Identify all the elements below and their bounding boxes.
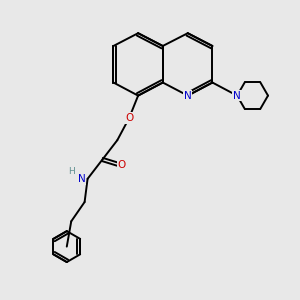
Text: O: O [118,160,126,170]
Text: N: N [78,174,86,184]
Text: O: O [125,113,133,123]
Text: N: N [184,91,192,100]
Text: N: N [233,91,241,100]
Text: H: H [68,167,75,176]
